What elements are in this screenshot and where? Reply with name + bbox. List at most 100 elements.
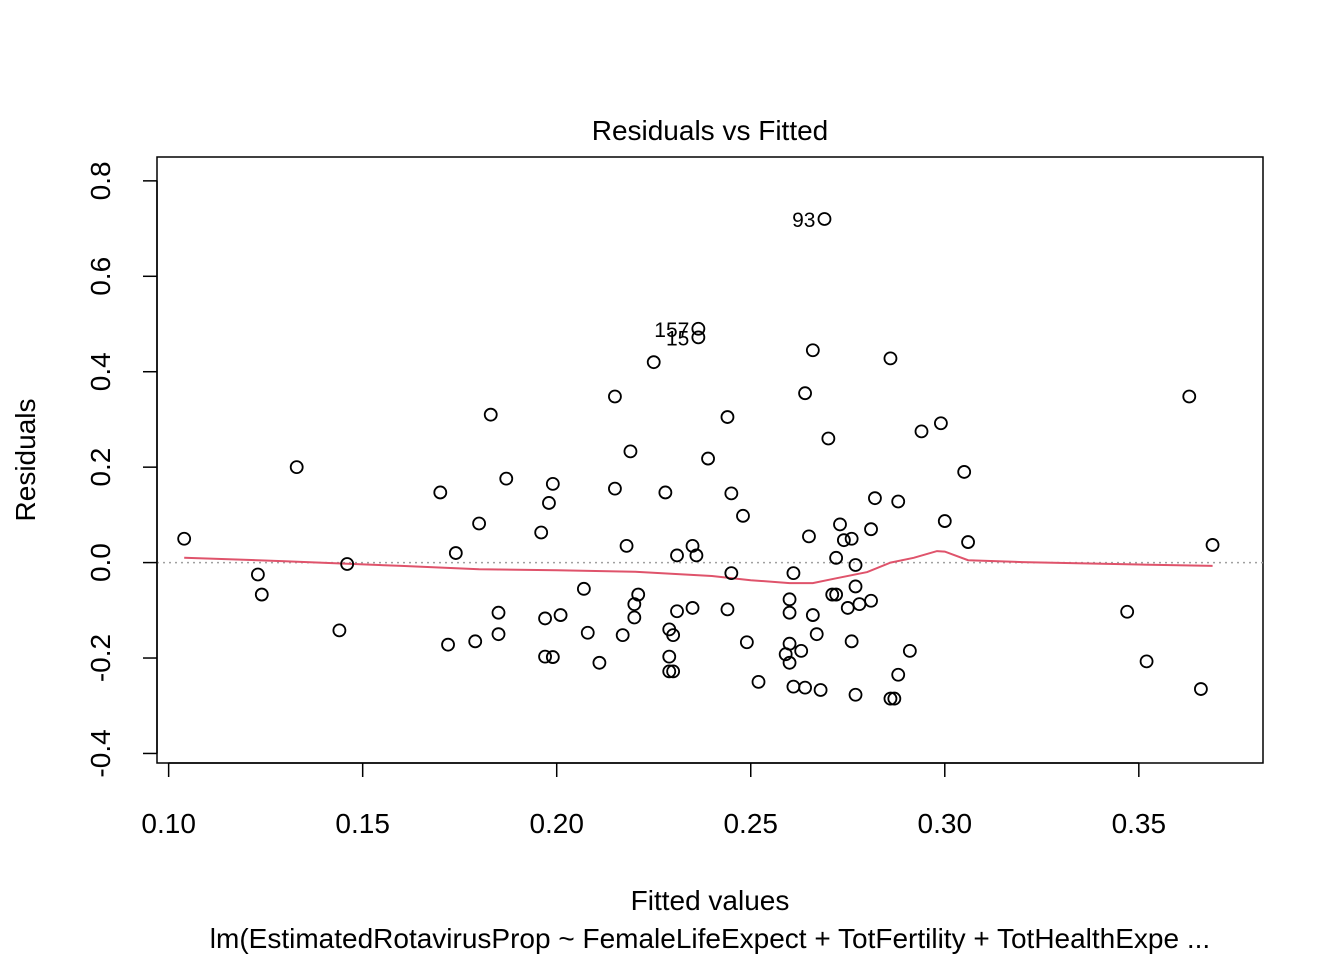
- data-point: [685, 601, 700, 615]
- data-point: [340, 557, 355, 571]
- data-point: [627, 610, 642, 625]
- y-tick-label: -0.4: [85, 729, 116, 777]
- data-point: [902, 643, 917, 658]
- data-point: [670, 548, 684, 563]
- data-point: [836, 533, 851, 548]
- y-axis-label: Residuals: [10, 399, 41, 522]
- data-point: [724, 486, 739, 501]
- x-axis-label: Fitted values: [631, 885, 790, 916]
- data-point: [848, 579, 863, 594]
- data-point: [887, 691, 902, 706]
- data-point: [646, 355, 661, 370]
- data-point: [545, 650, 560, 664]
- data-point: [864, 593, 878, 608]
- point-label: 15: [666, 327, 689, 350]
- data-point: [817, 212, 832, 226]
- x-tick-label: 0.20: [529, 808, 584, 839]
- data-point: [619, 538, 634, 553]
- data-point: [891, 667, 906, 682]
- data-point: [1182, 389, 1197, 404]
- data-point: [848, 558, 863, 572]
- data-point: [848, 687, 863, 702]
- data-point: [580, 625, 595, 640]
- data-point: [782, 655, 797, 670]
- data-point: [448, 546, 463, 560]
- point-label: 157: [654, 319, 689, 342]
- data-point: [538, 649, 552, 664]
- smooth-line: [184, 550, 1213, 585]
- data-point: [782, 592, 797, 607]
- data-point: [691, 330, 706, 345]
- data-point: [802, 529, 816, 544]
- data-point: [666, 664, 681, 679]
- x-tick-label: 0.15: [335, 808, 390, 839]
- data-point: [829, 587, 844, 602]
- data-point: [1205, 538, 1220, 552]
- data-point: [809, 627, 824, 642]
- data-point: [468, 634, 483, 649]
- y-tick-label: 0.0: [85, 543, 116, 582]
- data-point: [821, 431, 836, 446]
- data-point: [782, 605, 797, 620]
- data-point: [794, 643, 809, 658]
- data-point: [798, 386, 812, 401]
- data-point: [934, 416, 948, 431]
- data-point: [825, 587, 840, 602]
- data-point: [751, 674, 766, 689]
- data-point: [433, 485, 448, 500]
- data-point: [289, 460, 304, 475]
- data-point: [829, 550, 844, 565]
- data-point: [736, 508, 750, 523]
- data-point: [891, 494, 906, 509]
- data-point: [813, 683, 828, 697]
- y-tick-label: 0.8: [85, 161, 116, 200]
- data-point: [720, 410, 735, 424]
- data-point: [491, 627, 506, 642]
- y-tick-label: 0.6: [85, 257, 116, 296]
- data-point: [658, 485, 673, 500]
- data-point: [608, 481, 622, 496]
- data-point: [666, 628, 681, 643]
- data-point: [441, 637, 455, 652]
- data-point: [868, 491, 882, 506]
- data-point: [833, 517, 847, 532]
- data-point: [534, 525, 549, 540]
- x-axis: 0.10 0.15 0.20 0.25 0.30 0.35: [141, 762, 1167, 839]
- data-point: [883, 351, 898, 366]
- data-point: [662, 649, 677, 664]
- data-point: [724, 566, 739, 580]
- data-point: [250, 567, 265, 582]
- data-point: [553, 608, 568, 622]
- data-point: [701, 451, 715, 466]
- data-point: [254, 587, 269, 602]
- data-point: [592, 655, 607, 670]
- plot-frame: [156, 156, 1264, 764]
- data-point: [739, 635, 754, 650]
- data-point: [1139, 654, 1154, 669]
- y-axis: -0.4 -0.2 0.0 0.2 0.4 0.6 0.8: [85, 161, 158, 778]
- data-point: [538, 611, 552, 626]
- data-point: [805, 343, 820, 358]
- data-point: [844, 634, 859, 649]
- data-point: [576, 581, 591, 596]
- chart-title: Residuals vs Fitted: [592, 115, 829, 146]
- data-point: [491, 605, 506, 620]
- x-tick-label: 0.35: [1112, 808, 1167, 839]
- data-point: [670, 604, 684, 619]
- data-point: [608, 389, 622, 404]
- data-point: [957, 465, 972, 479]
- data-point: [499, 471, 514, 486]
- x-tick-label: 0.25: [723, 808, 778, 839]
- data-point: [177, 531, 192, 546]
- data-point: [852, 597, 867, 612]
- data-point: [472, 516, 486, 531]
- data-point: [961, 535, 975, 549]
- data-point: [805, 608, 820, 622]
- data-point: [631, 587, 646, 602]
- y-tick-label: 0.2: [85, 448, 116, 487]
- data-point: [720, 602, 735, 617]
- data-point: [914, 424, 929, 439]
- points-layer: [177, 212, 1220, 706]
